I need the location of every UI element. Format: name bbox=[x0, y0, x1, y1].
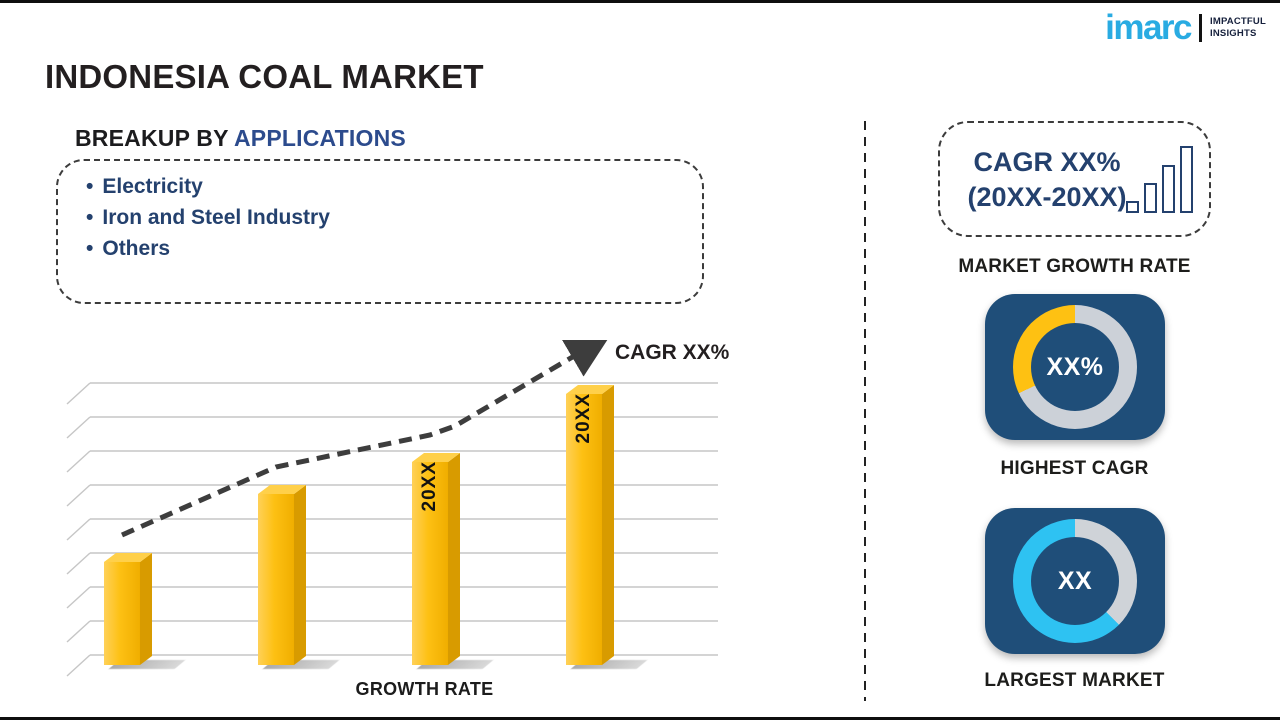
largest-market-donut-chart: XX bbox=[1013, 519, 1137, 643]
highest-cagr-donut-chart: XX% bbox=[1013, 305, 1137, 429]
cagr-box-line2: (20XX-20XX) bbox=[967, 182, 1127, 213]
bar-icon-bar bbox=[1162, 165, 1175, 213]
growth-bar-chart: 20XX 20XX bbox=[65, 340, 725, 680]
list-item: • Iron and Steel Industry bbox=[86, 202, 330, 233]
bar-side-face bbox=[448, 453, 460, 665]
largest-market-card: XX bbox=[985, 508, 1165, 654]
donut-hole: XX bbox=[1031, 537, 1119, 625]
bar-front-face bbox=[258, 494, 294, 665]
list-item-label: Electricity bbox=[102, 175, 203, 198]
bar-icon-bar bbox=[1144, 183, 1157, 213]
largest-market-label: LARGEST MARKET bbox=[984, 670, 1165, 691]
cagr-box-line1: CAGR XX% bbox=[973, 147, 1121, 177]
breakup-dashed-box bbox=[56, 159, 704, 304]
imarc-logo-text: imarc bbox=[1105, 8, 1192, 47]
list-item: • Electricity bbox=[86, 171, 330, 202]
bar-side-face bbox=[140, 553, 152, 665]
bullet-icon: • bbox=[86, 175, 94, 198]
bar-top-face bbox=[104, 553, 152, 562]
bar-side-face bbox=[602, 385, 614, 665]
vertical-dashed-divider bbox=[864, 121, 866, 701]
chart-x-axis-label: GROWTH RATE bbox=[355, 679, 494, 699]
bar-chart-icon bbox=[1126, 146, 1193, 213]
bar-year-label: 20XX bbox=[573, 393, 594, 444]
chart-bar: 20XX bbox=[566, 385, 614, 665]
bottom-border bbox=[0, 717, 1280, 720]
imarc-logo: imarc IMPACTFUL INSIGHTS bbox=[1105, 10, 1266, 45]
highest-cagr-card: XX% bbox=[985, 294, 1165, 440]
list-item-label: Iron and Steel Industry bbox=[102, 206, 330, 229]
bar-front-face bbox=[104, 562, 140, 665]
cagr-annotation: CAGR XX% bbox=[615, 341, 730, 364]
bar-icon-bar bbox=[1126, 201, 1139, 213]
breakup-heading-highlight: APPLICATIONS bbox=[234, 125, 406, 151]
highest-cagr-label: HIGHEST CAGR bbox=[1000, 458, 1149, 479]
logo-divider bbox=[1199, 13, 1203, 42]
largest-market-value: XX bbox=[1057, 566, 1093, 595]
logo-tagline-line2: INSIGHTS bbox=[1210, 27, 1257, 39]
bullet-icon: • bbox=[86, 206, 94, 229]
bar-year-label: 20XX bbox=[419, 461, 440, 512]
bar-icon-bar bbox=[1180, 146, 1193, 213]
list-item: • Others bbox=[86, 233, 330, 264]
cagr-box-text: CAGR XX% (20XX-20XX) bbox=[954, 145, 1140, 215]
market-growth-rate-label: MARKET GROWTH RATE bbox=[958, 256, 1191, 277]
chart-gridlines bbox=[66, 382, 718, 677]
logo-tagline: IMPACTFUL INSIGHTS bbox=[1210, 16, 1266, 39]
bullet-icon: • bbox=[86, 237, 94, 260]
breakup-heading: BREAKUP BY APPLICATIONS bbox=[75, 125, 406, 152]
chart-bar bbox=[104, 553, 152, 665]
highest-cagr-value: XX% bbox=[1046, 352, 1104, 381]
chart-bar: 20XX bbox=[412, 453, 460, 665]
chart-bar bbox=[258, 485, 306, 665]
page-title: INDONESIA COAL MARKET bbox=[45, 58, 484, 95]
breakup-heading-prefix: BREAKUP BY bbox=[75, 125, 229, 151]
breakup-list: • Electricity • Iron and Steel Industry … bbox=[86, 171, 330, 264]
cagr-dashed-box: CAGR XX% (20XX-20XX) bbox=[938, 121, 1211, 237]
bar-side-face bbox=[294, 485, 306, 665]
top-border bbox=[0, 0, 1280, 3]
logo-tagline-line1: IMPACTFUL bbox=[1210, 16, 1266, 28]
list-item-label: Others bbox=[102, 237, 171, 260]
donut-hole: XX% bbox=[1031, 323, 1119, 411]
